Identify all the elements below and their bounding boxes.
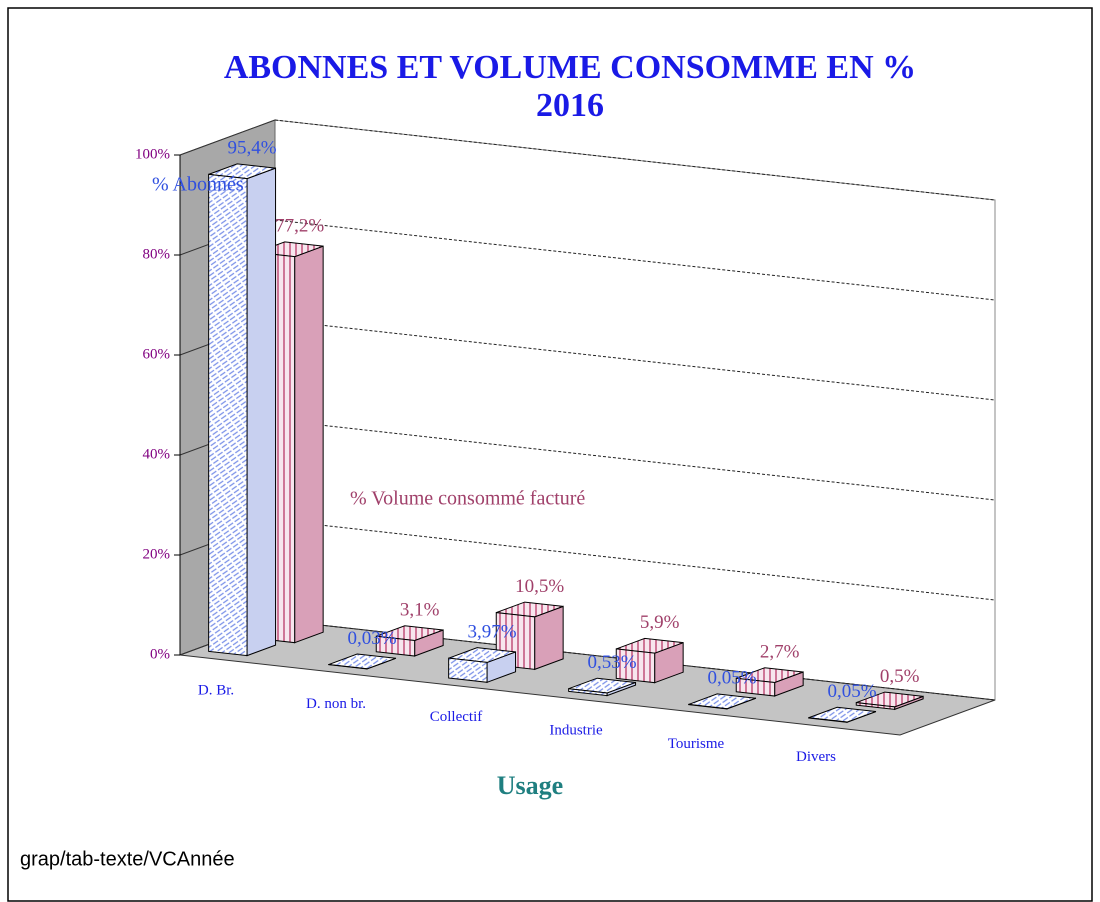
x-axis-title: Usage: [497, 771, 563, 800]
bar: [208, 163, 277, 657]
legend-label: % Abonnés: [152, 174, 244, 196]
data-label: 2,7%: [760, 641, 800, 662]
chart-title: 2016: [536, 87, 604, 124]
y-tick-label: 0%: [150, 646, 170, 662]
x-tick-label: D. Br.: [198, 682, 234, 698]
data-label: 10,5%: [515, 576, 564, 597]
y-tick-label: 40%: [143, 446, 171, 462]
y-tick-label: 60%: [143, 346, 171, 362]
bar-front: [568, 688, 608, 697]
bar-front: [688, 703, 728, 710]
grid-line: [274, 319, 996, 401]
back-wall: [274, 119, 996, 701]
bar-front: [328, 663, 368, 670]
bar: [735, 667, 804, 697]
data-label: 3,97%: [468, 621, 517, 642]
bar-front: [615, 648, 656, 684]
bar-front: [208, 173, 248, 657]
chart-title: ABONNES ET VOLUME CONSOMME EN %: [224, 49, 916, 86]
grid-line: [274, 119, 996, 201]
bar: [855, 691, 924, 711]
x-tick-label: D. non br.: [306, 696, 366, 712]
data-label: 0,05%: [828, 681, 877, 702]
bar-side: [246, 167, 277, 657]
x-tick-label: Tourisme: [668, 736, 725, 752]
x-tick-label: Divers: [796, 749, 836, 765]
data-label: 77,2%: [275, 216, 324, 237]
bar: [448, 647, 517, 684]
bar-front: [375, 635, 416, 657]
y-tick-label: 100%: [135, 146, 170, 162]
y-tick-label: 80%: [143, 246, 171, 262]
bar: [328, 653, 397, 670]
bar-front: [855, 702, 896, 710]
bar: [615, 637, 684, 684]
x-tick-label: Collectif: [430, 709, 483, 725]
data-label: 0,03%: [348, 628, 397, 649]
data-label: 0,53%: [588, 652, 637, 673]
data-label: 95,4%: [228, 138, 277, 159]
data-label: 0,05%: [708, 668, 757, 689]
bar-front: [735, 677, 776, 697]
data-label: 5,9%: [640, 612, 680, 633]
bar: [568, 677, 637, 697]
data-label: 0,5%: [880, 666, 920, 687]
y-tick-label: 20%: [143, 546, 171, 562]
footer: grap/tab-texte/VCAnnée: [20, 848, 235, 870]
grid-line: [179, 119, 276, 156]
bar: [375, 625, 444, 657]
bar-side: [294, 245, 324, 644]
bar: [688, 693, 757, 710]
grid-line: [274, 419, 996, 501]
data-label: 3,1%: [400, 599, 440, 620]
bar-front: [448, 657, 488, 683]
grid-line: [274, 519, 996, 601]
bar: [808, 706, 877, 724]
legend-label: % Volume consommé facturé: [350, 488, 585, 510]
x-tick-label: Industrie: [549, 722, 603, 738]
bar-front: [808, 717, 848, 723]
grid-line: [274, 219, 996, 301]
